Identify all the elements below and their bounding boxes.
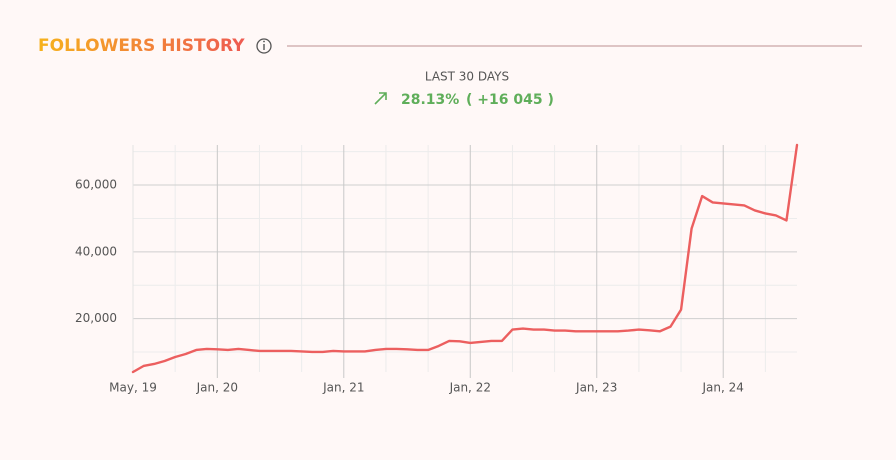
x-tick-label: May, 19 bbox=[109, 381, 157, 395]
x-tick-label: Jan, 21 bbox=[322, 381, 364, 395]
followers-line bbox=[131, 143, 799, 374]
trend-arrow bbox=[374, 92, 387, 105]
x-tick-label: Jan, 23 bbox=[575, 381, 617, 395]
change-percent: 28.13% bbox=[401, 92, 459, 108]
x-tick-label: Jan, 20 bbox=[196, 381, 238, 395]
chart-title: FOLLOWERS HISTORY bbox=[38, 36, 245, 56]
y-tick-label: 40,000 bbox=[75, 244, 117, 258]
change-absolute: ( +16 045 ) bbox=[466, 92, 554, 108]
info-icon[interactable] bbox=[256, 38, 272, 54]
period-label: LAST 30 DAYS bbox=[425, 70, 509, 84]
y-tick-label: 60,000 bbox=[75, 178, 117, 192]
x-tick-label: Jan, 22 bbox=[449, 381, 491, 395]
x-tick-label: Jan, 24 bbox=[702, 381, 744, 395]
y-tick-label: 20,000 bbox=[75, 311, 117, 325]
